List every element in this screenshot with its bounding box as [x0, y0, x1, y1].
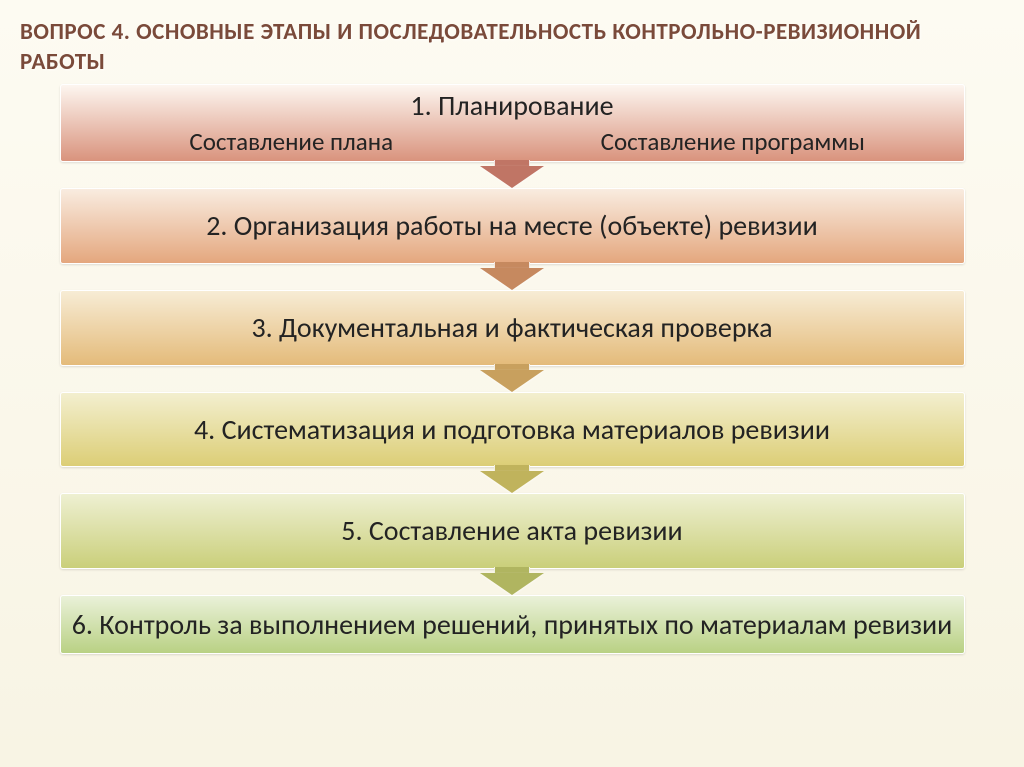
stage-3-label: 3. Документальная и фактическая проверка [71, 311, 954, 345]
slide-title: ВОПРОС 4. ОСНОВНЫЕ ЭТАПЫ И ПОСЛЕДОВАТЕЛЬ… [20, 18, 1004, 78]
stage-1: 1. Планирование Составление плана Состав… [60, 84, 965, 163]
arrow-1 [60, 161, 965, 189]
stage-4-label: 4. Систематизация и подготовка материало… [71, 413, 954, 447]
stage-6-label: 6. Контроль за выполнением решений, прин… [71, 608, 954, 642]
stage-5: 5. Составление акта ревизии [60, 493, 965, 569]
stage-4: 4. Систематизация и подготовка материало… [60, 392, 965, 468]
chevron-down-icon [480, 471, 544, 493]
arrow-2 [60, 263, 965, 291]
process-flow: 1. Планирование Составление плана Состав… [60, 84, 965, 655]
chevron-down-icon [480, 370, 544, 392]
slide: ВОПРОС 4. ОСНОВНЫЕ ЭТАПЫ И ПОСЛЕДОВАТЕЛЬ… [0, 0, 1024, 767]
stage-5-label: 5. Составление акта ревизии [71, 514, 954, 548]
stage-2: 2. Организация работы на месте (объекте)… [60, 188, 965, 264]
stage-3: 3. Документальная и фактическая проверка [60, 290, 965, 366]
stage-6: 6. Контроль за выполнением решений, прин… [60, 595, 965, 655]
stage-1-label: 1. Планирование [71, 89, 954, 125]
chevron-down-icon [480, 166, 544, 188]
arrow-3 [60, 365, 965, 393]
arrow-5 [60, 568, 965, 596]
stage-1-sub-b: Составление программы [512, 124, 954, 161]
stage-1-subrow: Составление плана Составление программы [71, 124, 954, 161]
stage-1-sub-a: Составление плана [71, 124, 513, 161]
chevron-down-icon [480, 268, 544, 290]
arrow-4 [60, 466, 965, 494]
chevron-down-icon [480, 573, 544, 595]
stage-2-label: 2. Организация работы на месте (объекте)… [71, 209, 954, 243]
